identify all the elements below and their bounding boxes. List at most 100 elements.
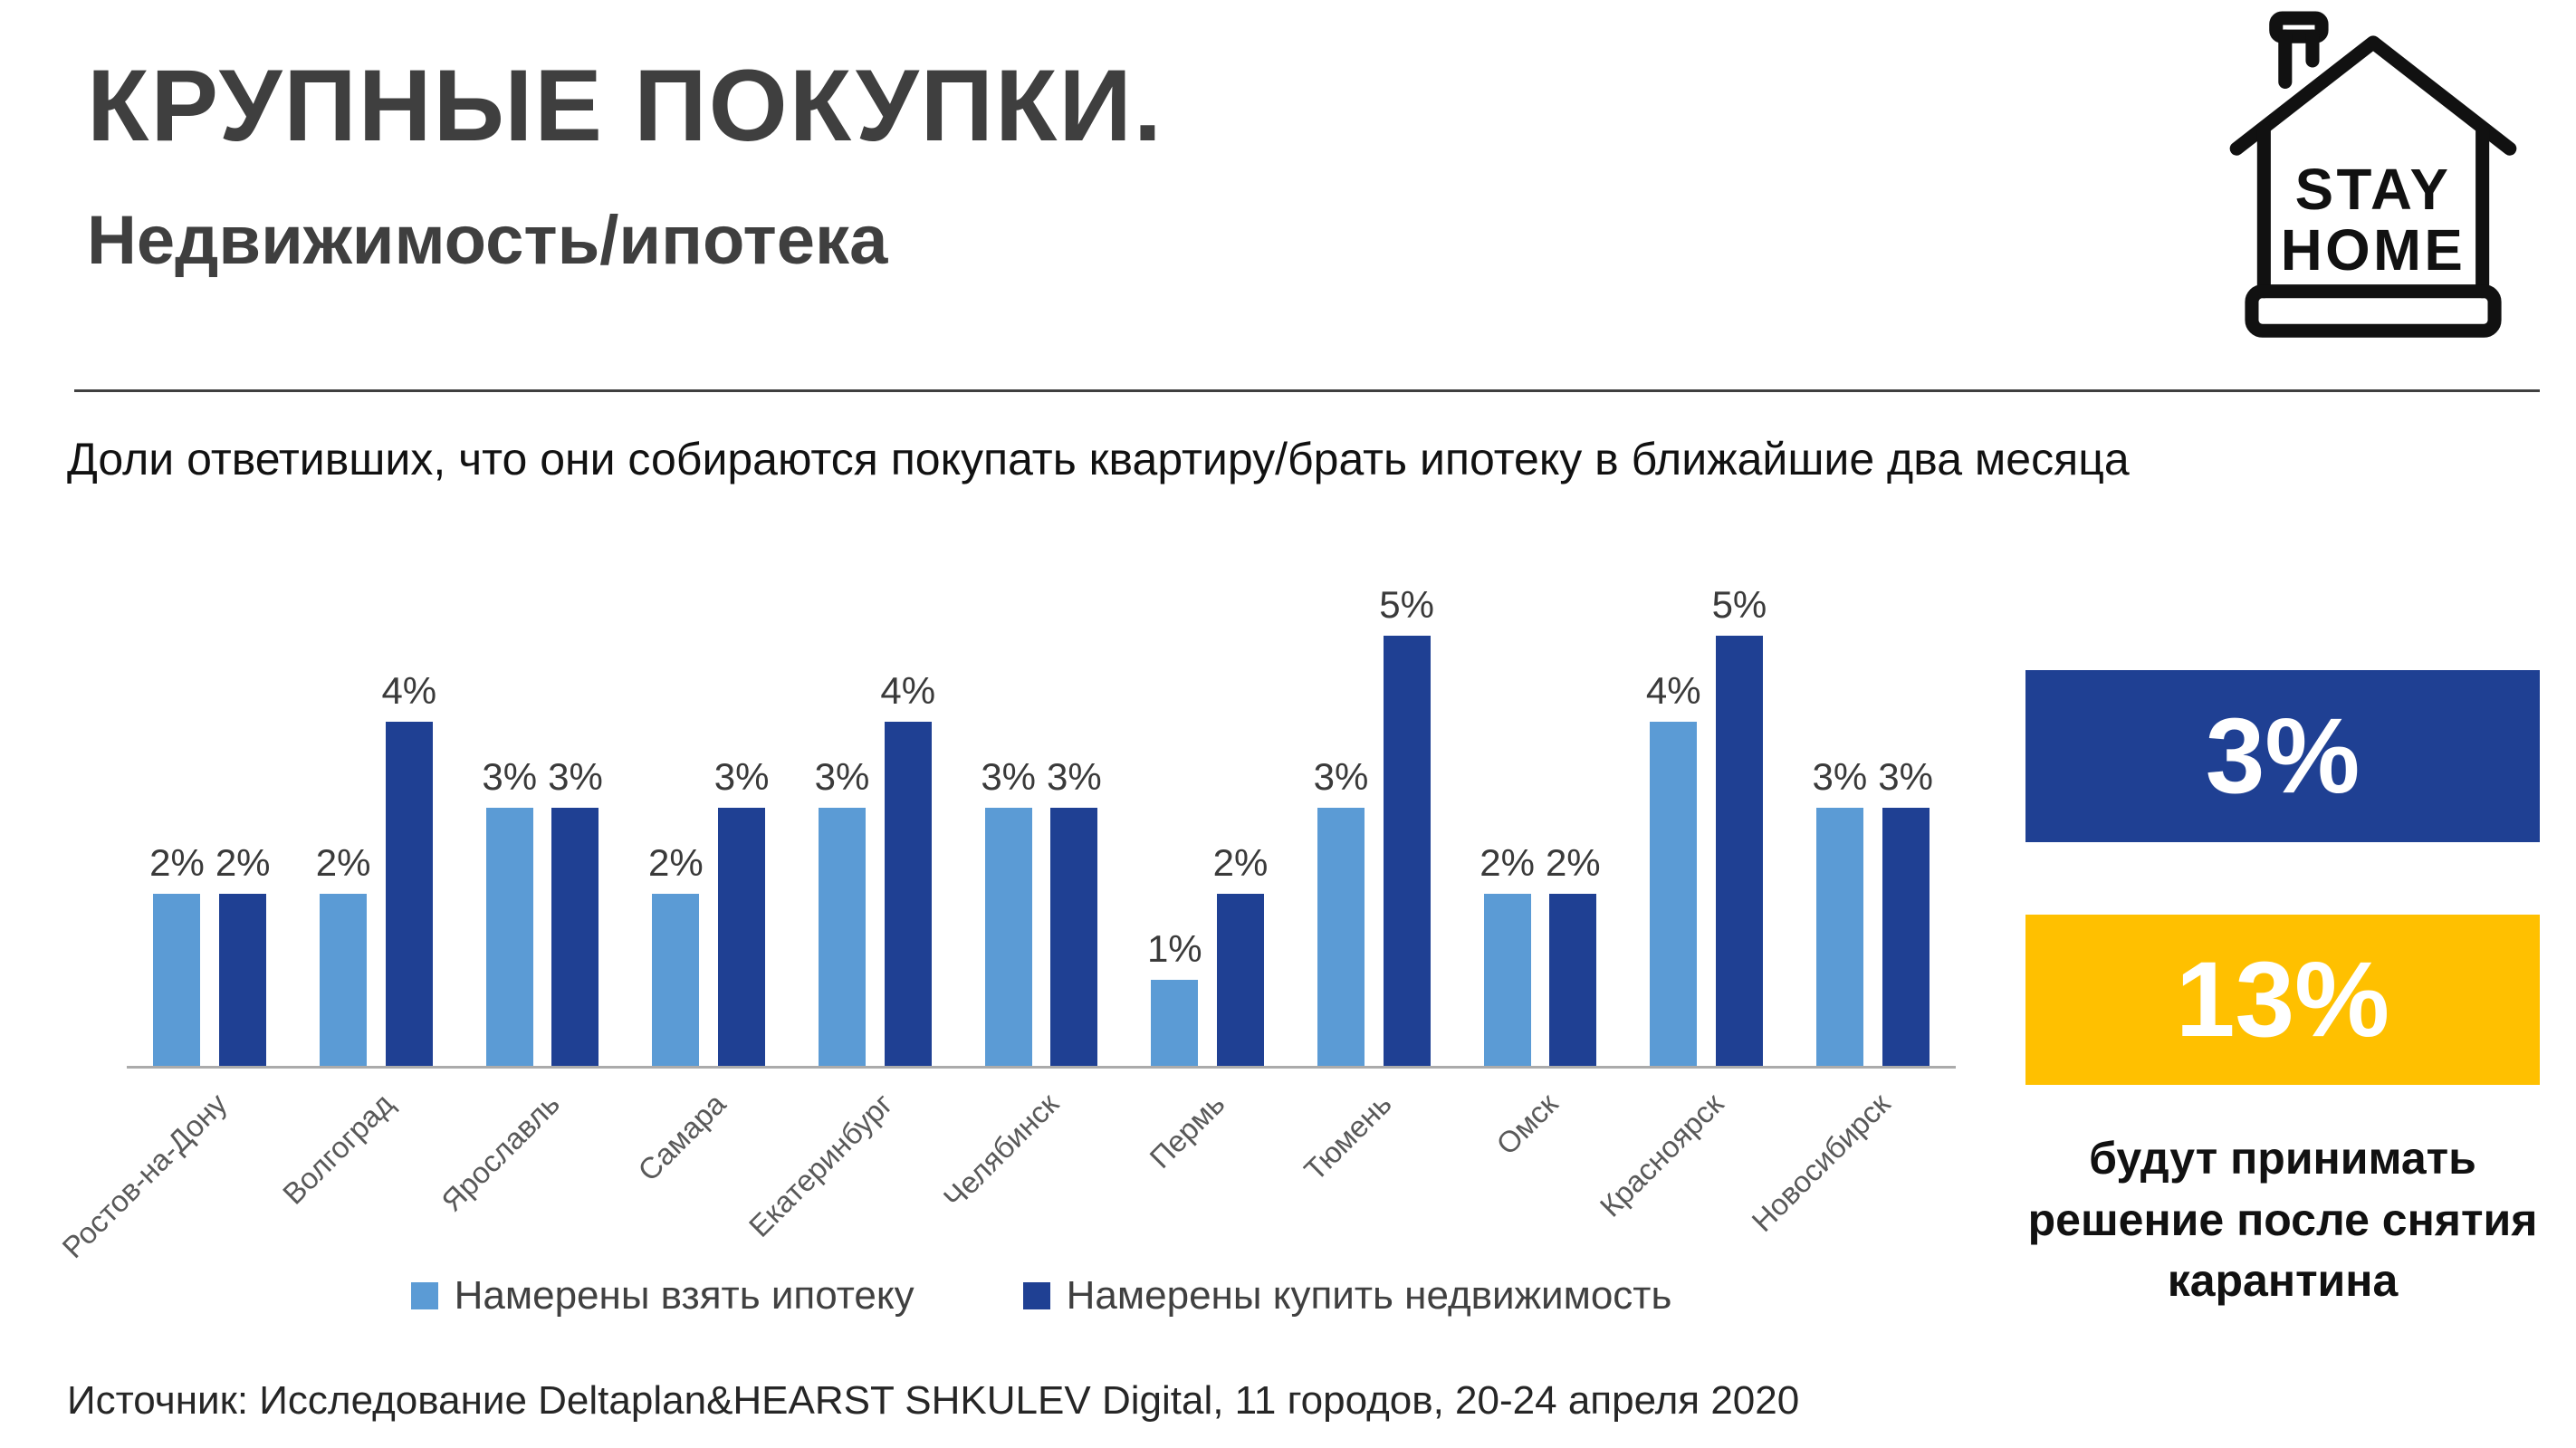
bar: [1815, 808, 1863, 1066]
logo-text-line1: STAY: [2295, 158, 2452, 222]
value-label: 4%: [880, 669, 936, 712]
value-label: 4%: [1645, 669, 1701, 712]
bar-wrapper: 3%: [1047, 755, 1102, 1066]
bar-group: 4% 5%: [1623, 563, 1790, 1066]
bar-wrapper: 5%: [1712, 583, 1767, 1066]
chart-legend: Намерены взять ипотеку Намерены купить не…: [127, 1273, 1956, 1319]
stat-value-1: 3%: [2205, 696, 2361, 816]
bar-pair: 4% 5%: [1646, 583, 1767, 1066]
value-label: 2%: [215, 841, 271, 884]
legend-label: Намерены купить недвижимость: [1066, 1273, 1672, 1318]
bar-wrapper: 4%: [381, 669, 436, 1066]
house-icon: STAY HOME: [2229, 11, 2517, 338]
bar-wrapper: 5%: [1379, 583, 1434, 1066]
x-axis-label: Самара: [631, 1087, 733, 1188]
bar-group: 3% 3%: [958, 563, 1125, 1066]
bar-wrapper: 3%: [713, 755, 770, 1066]
bar-wrapper: 3%: [981, 755, 1036, 1066]
bar: [320, 894, 368, 1066]
stat-box-1: 3%: [2025, 670, 2540, 842]
bar-pair: 2% 2%: [1480, 841, 1601, 1066]
x-axis-label: Пермь: [1143, 1087, 1231, 1175]
x-axis-label: Красноярск: [1593, 1087, 1730, 1223]
x-axis-label: Ярославль: [435, 1087, 567, 1218]
value-label: 5%: [1379, 583, 1434, 626]
x-axis-label: Екатеринбург: [742, 1087, 899, 1243]
page-title: КРУПНЫЕ ПОКУПКИ.: [87, 49, 1164, 162]
bar: [551, 808, 599, 1066]
bar-wrapper: 2%: [1212, 841, 1269, 1066]
value-label: 3%: [981, 755, 1037, 798]
bar: [1317, 808, 1365, 1066]
bar-wrapper: 3%: [482, 755, 537, 1066]
bar-wrapper: 3%: [548, 755, 603, 1066]
bar-pair: 3% 3%: [1813, 755, 1933, 1066]
bar-wrapper: 4%: [1646, 669, 1701, 1066]
logo-text-line2: HOME: [2281, 218, 2466, 283]
bar-group: 2% 4%: [293, 563, 460, 1066]
legend-item: Намерены взять ипотеку: [410, 1273, 915, 1319]
bar: [1483, 894, 1531, 1066]
value-label: 3%: [482, 755, 538, 798]
bar-group: 3% 4%: [792, 563, 959, 1066]
value-label: 3%: [1812, 755, 1868, 798]
value-label: 3%: [1313, 755, 1369, 798]
x-axis-label: Ростов-на-Дону: [55, 1087, 234, 1265]
value-label: 2%: [315, 841, 371, 884]
bar: [385, 722, 433, 1066]
divider-line: [74, 389, 2540, 392]
bar-wrapper: 2%: [1546, 841, 1601, 1066]
bar-chart: 2% 2% 2% 4% 3% 3% 2% 3% 3% 4% 3% 3% 1% 2% 3% 5% 2% 2% 4% 5%…: [56, 563, 1956, 1264]
bar: [718, 808, 766, 1066]
bar-pair: 1% 2%: [1147, 841, 1268, 1066]
bar: [984, 808, 1032, 1066]
bar-wrapper: 2%: [315, 841, 371, 1066]
value-label: 3%: [548, 755, 603, 798]
bar-group: 2% 3%: [626, 563, 792, 1066]
value-label: 2%: [1480, 841, 1535, 884]
value-label: 2%: [648, 841, 704, 884]
base-icon: [2245, 284, 2502, 338]
legend-label: Намерены взять ипотеку: [454, 1273, 915, 1318]
stat-box-2: 13%: [2025, 915, 2540, 1085]
legend-swatch-icon: [1022, 1282, 1050, 1309]
bar-wrapper: 2%: [149, 841, 205, 1066]
bar: [1151, 980, 1199, 1066]
value-label: 2%: [1212, 841, 1269, 884]
bar: [819, 808, 867, 1066]
bar-wrapper: 4%: [880, 669, 935, 1066]
bar: [1217, 894, 1264, 1066]
chart-description: Доли ответивших, что они собираются поку…: [67, 434, 2130, 484]
bar: [884, 722, 932, 1066]
bar-group: 2% 2%: [127, 563, 293, 1066]
stay-home-logo: STAY HOME: [2221, 9, 2525, 350]
value-label: 1%: [1146, 927, 1202, 970]
value-label: 2%: [1545, 841, 1601, 884]
bar-wrapper: 2%: [648, 841, 704, 1066]
value-label: 4%: [381, 669, 437, 712]
bar: [652, 894, 700, 1066]
x-axis-label: Волгоград: [275, 1087, 400, 1211]
bar-pair: 3% 3%: [981, 755, 1102, 1066]
panel-caption: будут принимать решение после снятия кар…: [2027, 1133, 2538, 1306]
bar-group: 3% 5%: [1290, 563, 1457, 1066]
bar-pair: 2% 2%: [149, 841, 271, 1066]
value-label: 3%: [713, 755, 770, 798]
bar: [1650, 722, 1698, 1066]
bar-group: 3% 3%: [459, 563, 626, 1066]
bar-pair: 3% 3%: [482, 755, 603, 1066]
bar-group: 3% 3%: [1789, 563, 1956, 1066]
bar-pair: 3% 5%: [1314, 583, 1434, 1066]
bar-pair: 3% 4%: [815, 669, 935, 1066]
x-axis-label: Омск: [1489, 1087, 1565, 1162]
x-axis-label: Челябинск: [936, 1087, 1066, 1215]
bar-group: 2% 2%: [1457, 563, 1623, 1066]
roof-icon: [2229, 35, 2517, 156]
bar: [219, 894, 267, 1066]
value-label: 3%: [1878, 755, 1933, 798]
bar-pair: 2% 3%: [648, 755, 769, 1066]
value-label: 2%: [149, 841, 205, 884]
bar-group: 1% 2%: [1125, 563, 1291, 1066]
stat-value-2: 13%: [2175, 940, 2390, 1060]
value-label: 3%: [1047, 755, 1102, 798]
